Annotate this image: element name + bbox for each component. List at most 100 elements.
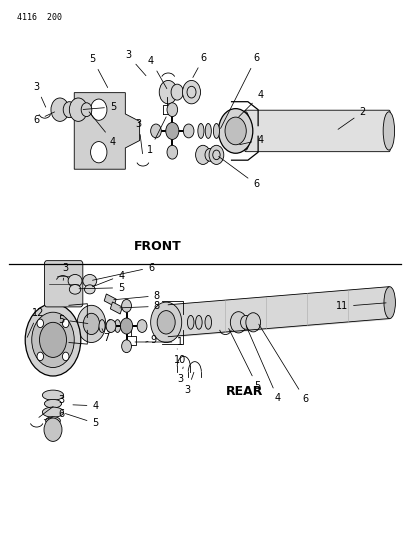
- Text: 5: 5: [58, 314, 88, 325]
- Circle shape: [121, 300, 131, 312]
- Circle shape: [81, 103, 92, 117]
- Text: 10: 10: [174, 349, 186, 365]
- Circle shape: [171, 84, 183, 100]
- Text: 6: 6: [44, 409, 64, 420]
- Text: 4: 4: [92, 271, 124, 287]
- Circle shape: [187, 86, 196, 98]
- Circle shape: [90, 142, 107, 163]
- Text: REAR: REAR: [226, 385, 263, 398]
- Circle shape: [31, 312, 74, 368]
- Text: 6: 6: [258, 324, 308, 405]
- Circle shape: [90, 99, 107, 120]
- Text: 5: 5: [228, 328, 260, 391]
- Ellipse shape: [69, 285, 81, 294]
- Text: 4: 4: [238, 90, 263, 117]
- Circle shape: [218, 109, 252, 154]
- Circle shape: [69, 98, 87, 122]
- Ellipse shape: [106, 320, 112, 333]
- Ellipse shape: [198, 124, 204, 139]
- Circle shape: [39, 322, 66, 358]
- Circle shape: [245, 313, 260, 332]
- Text: 4: 4: [148, 56, 166, 88]
- Text: 4: 4: [245, 326, 280, 403]
- FancyBboxPatch shape: [44, 261, 83, 307]
- Bar: [110, 302, 122, 314]
- Text: 4: 4: [89, 112, 116, 147]
- Circle shape: [150, 124, 161, 138]
- Circle shape: [240, 316, 251, 329]
- Circle shape: [165, 123, 178, 140]
- Text: FRONT: FRONT: [134, 240, 182, 253]
- Text: 8: 8: [114, 290, 160, 301]
- Circle shape: [195, 146, 210, 165]
- Circle shape: [83, 313, 99, 335]
- Ellipse shape: [68, 274, 82, 287]
- Text: 3: 3: [34, 82, 46, 107]
- Ellipse shape: [383, 287, 394, 319]
- Text: 7: 7: [102, 329, 109, 343]
- Text: 11: 11: [335, 301, 385, 311]
- Ellipse shape: [42, 407, 63, 417]
- Circle shape: [183, 124, 193, 138]
- Ellipse shape: [99, 320, 105, 333]
- Circle shape: [106, 320, 116, 333]
- Text: 3: 3: [125, 51, 146, 76]
- Text: 6: 6: [92, 263, 154, 280]
- Circle shape: [51, 98, 69, 122]
- Circle shape: [150, 302, 181, 343]
- Circle shape: [182, 80, 200, 104]
- Text: 4116  200: 4116 200: [17, 13, 62, 22]
- Ellipse shape: [204, 124, 211, 139]
- Circle shape: [121, 340, 131, 353]
- Text: 5: 5: [79, 283, 124, 293]
- Circle shape: [37, 319, 43, 328]
- Text: 6: 6: [34, 112, 54, 125]
- Circle shape: [159, 80, 177, 104]
- Text: 5: 5: [89, 54, 108, 87]
- Ellipse shape: [187, 316, 193, 329]
- Text: 1: 1: [146, 117, 166, 155]
- Circle shape: [120, 318, 133, 334]
- Ellipse shape: [114, 320, 120, 333]
- Text: 12: 12: [27, 308, 44, 337]
- Circle shape: [230, 312, 246, 333]
- Text: 6: 6: [220, 53, 258, 128]
- Text: 6: 6: [192, 53, 206, 77]
- Ellipse shape: [382, 112, 393, 150]
- Text: 3: 3: [135, 119, 142, 154]
- Circle shape: [209, 146, 223, 165]
- Ellipse shape: [44, 399, 61, 408]
- Ellipse shape: [195, 316, 202, 329]
- Ellipse shape: [241, 112, 249, 150]
- Circle shape: [77, 305, 106, 343]
- Ellipse shape: [45, 417, 60, 425]
- Text: 2: 2: [337, 107, 364, 130]
- Circle shape: [62, 319, 69, 328]
- Text: 3: 3: [184, 372, 193, 395]
- Ellipse shape: [84, 285, 95, 294]
- Text: 9: 9: [145, 335, 157, 345]
- Circle shape: [37, 352, 43, 361]
- Ellipse shape: [42, 390, 63, 400]
- Circle shape: [225, 117, 246, 145]
- Text: 3: 3: [62, 263, 68, 280]
- Circle shape: [63, 102, 75, 118]
- Ellipse shape: [83, 274, 97, 287]
- Text: 8: 8: [119, 301, 160, 311]
- Circle shape: [62, 352, 69, 361]
- Circle shape: [166, 146, 177, 159]
- Text: 4: 4: [73, 401, 98, 411]
- Circle shape: [137, 320, 146, 333]
- Circle shape: [44, 418, 62, 441]
- Text: 1: 1: [135, 337, 183, 347]
- Text: 6: 6: [218, 157, 258, 189]
- Text: 4: 4: [239, 135, 263, 145]
- Circle shape: [212, 150, 220, 160]
- PathPatch shape: [74, 93, 139, 169]
- Ellipse shape: [204, 316, 211, 329]
- Circle shape: [25, 304, 81, 376]
- Text: 3: 3: [39, 395, 64, 417]
- Text: 5: 5: [65, 414, 99, 429]
- Circle shape: [157, 311, 175, 334]
- FancyBboxPatch shape: [244, 110, 389, 152]
